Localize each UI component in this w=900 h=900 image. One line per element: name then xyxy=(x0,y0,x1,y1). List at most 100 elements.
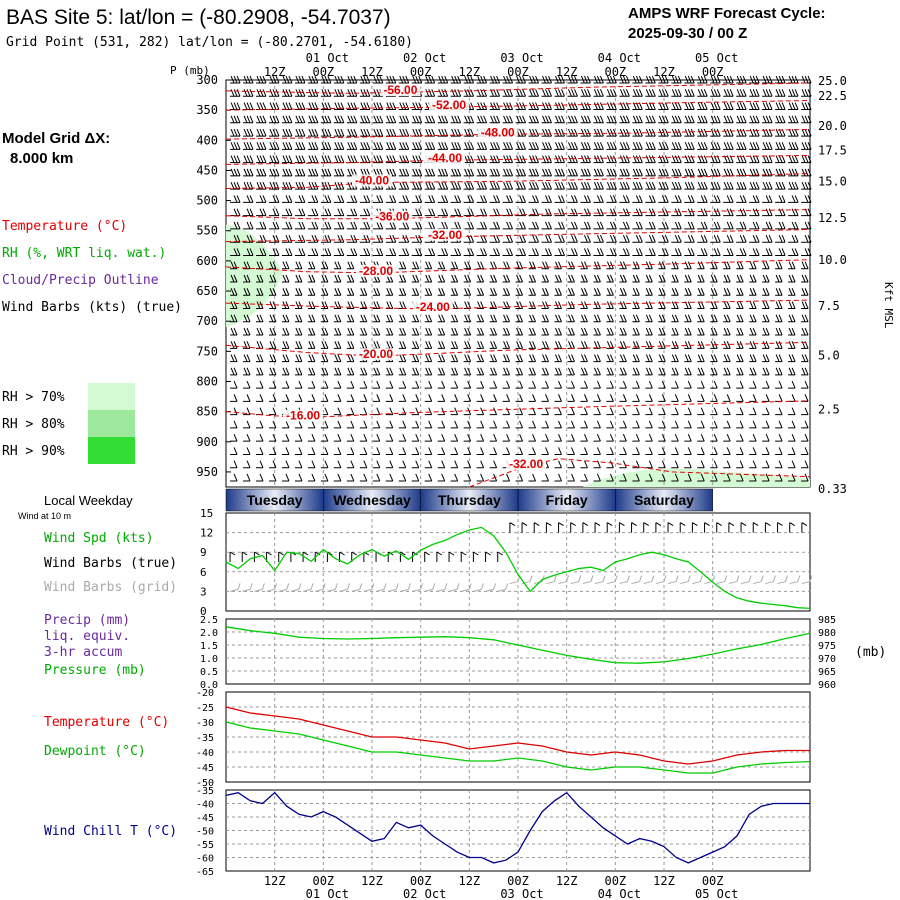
wind-barb xyxy=(385,367,394,376)
wind-barb xyxy=(775,288,783,296)
wind-barb xyxy=(671,367,679,376)
wind-barb xyxy=(437,75,449,84)
wind-barb xyxy=(632,75,643,84)
wind-barb xyxy=(450,314,459,323)
cycle-line-1: AMPS WRF Forecast Cycle: xyxy=(628,5,826,22)
wind-barb xyxy=(762,380,770,389)
wind-barb xyxy=(489,341,498,349)
wind-barb xyxy=(736,394,744,402)
wind-barb xyxy=(645,341,653,349)
wind-barb xyxy=(671,115,682,124)
wind-barb xyxy=(281,115,293,124)
wind-barb xyxy=(749,394,757,402)
wind-barb xyxy=(580,394,588,402)
wind-barb xyxy=(502,420,511,429)
temperature-tick-label: -25 xyxy=(196,703,214,714)
wind-barb xyxy=(762,75,773,84)
wind-barb xyxy=(658,142,669,150)
temperature-contour-label: -44.00 xyxy=(428,151,462,165)
wind-barb xyxy=(398,75,410,84)
wind-barb xyxy=(697,195,708,203)
wind-barb xyxy=(632,314,640,323)
wind-barb xyxy=(528,142,540,150)
wind-barb xyxy=(281,314,290,323)
wind-barb xyxy=(424,195,436,203)
wind-barb xyxy=(710,142,721,150)
wind-barb xyxy=(256,155,267,164)
wind-barb xyxy=(307,128,319,137)
wind-barb xyxy=(593,115,604,124)
wind-barb xyxy=(281,221,293,230)
wind-barb xyxy=(424,314,433,323)
wind-barb xyxy=(619,447,627,455)
wind-barb xyxy=(333,394,342,402)
top-hour-tick: 12Z xyxy=(264,65,286,79)
wind-barb xyxy=(411,327,420,336)
wind-barb xyxy=(359,142,371,150)
wind-barb xyxy=(619,75,630,84)
wind-barb xyxy=(528,274,537,283)
surface-barb-grid xyxy=(242,583,253,592)
wind-barb xyxy=(489,288,498,296)
bottom-hour-tick: 00Z xyxy=(410,874,432,888)
temperature-contour xyxy=(225,400,811,419)
wind-barb xyxy=(476,221,488,230)
wind-barb xyxy=(424,181,436,190)
wind-barb xyxy=(359,380,368,389)
wind-barb xyxy=(801,195,812,203)
wind-barb xyxy=(411,208,423,217)
pressure-tick-label: 750 xyxy=(196,344,218,358)
surface-barb xyxy=(424,551,430,562)
temperature-tick-label: -40 xyxy=(196,748,214,759)
temperature-contour xyxy=(225,82,811,94)
wind-barb xyxy=(515,394,524,402)
wind-barb xyxy=(671,460,679,469)
wind-barb xyxy=(606,102,617,111)
wind-barb xyxy=(567,327,575,336)
wind-barb xyxy=(580,288,588,296)
wind-barb xyxy=(684,248,695,256)
wind-barb xyxy=(489,235,501,243)
wind-barb xyxy=(476,354,485,363)
wind-barb xyxy=(230,75,241,84)
wind-barb xyxy=(243,115,254,124)
wind-barb xyxy=(775,447,783,455)
wind-barb xyxy=(775,248,786,256)
surface-barb xyxy=(643,522,649,533)
wind-barb xyxy=(528,115,540,124)
wind-barb xyxy=(268,367,277,376)
precip-sub1: liq. equiv. xyxy=(44,629,130,644)
wind-barb xyxy=(749,274,757,283)
wind-barb xyxy=(567,102,578,111)
dewpoint-series-label: Dewpoint (°C) xyxy=(44,744,146,759)
wind-barb xyxy=(281,261,290,270)
wind-barb xyxy=(411,354,420,363)
wind-barb xyxy=(580,380,588,389)
wind-barb xyxy=(294,367,303,376)
wind-barb xyxy=(515,380,524,389)
wind-barb xyxy=(775,314,783,323)
contour-label-bg xyxy=(425,152,465,165)
wind-barb xyxy=(385,433,394,442)
wind-barb xyxy=(593,102,604,111)
wind-barb xyxy=(385,380,394,389)
surface-barb xyxy=(728,522,735,533)
wind-barb xyxy=(671,168,682,177)
wind-barb xyxy=(398,327,407,336)
wind-barb xyxy=(684,460,692,469)
wind-barb xyxy=(632,394,640,402)
wind-barb xyxy=(268,75,280,84)
wind-barb xyxy=(632,447,640,455)
wind-barb xyxy=(658,221,669,230)
wind-barb xyxy=(593,301,601,310)
wind-barb xyxy=(658,235,669,243)
wind-barb xyxy=(671,89,682,97)
surface-barb xyxy=(679,522,686,533)
wind-barb xyxy=(762,354,770,363)
wind-barb xyxy=(645,327,653,336)
wind-barb xyxy=(476,341,485,349)
wind-barb xyxy=(256,354,264,363)
bottom-date-tick: 01 Oct xyxy=(306,887,349,900)
wind-barb xyxy=(463,208,475,217)
